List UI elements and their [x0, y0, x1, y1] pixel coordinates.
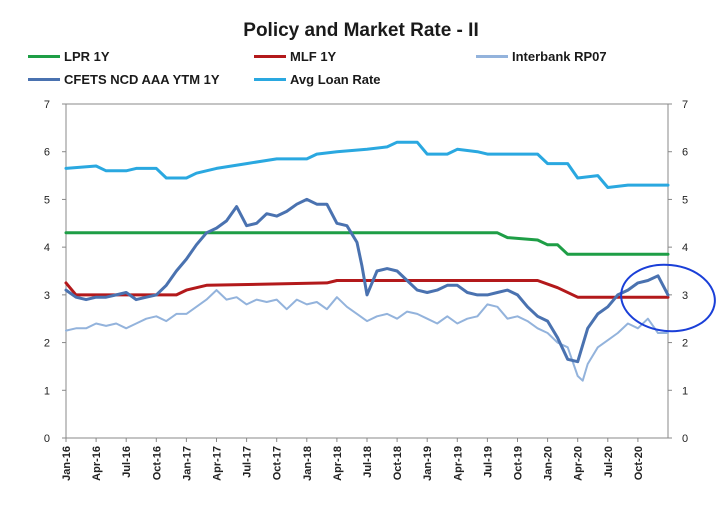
y-tick-label-right: 4 [682, 242, 688, 254]
x-tick-label: Apr-19 [452, 446, 464, 481]
legend-item-ncd: CFETS NCD AAA YTM 1Y [28, 72, 220, 87]
x-tick-label: Apr-20 [573, 446, 585, 481]
y-tick-label-left: 2 [44, 338, 50, 350]
chart-title: Policy and Market Rate - II [243, 20, 479, 41]
x-tick-label: Oct-17 [272, 446, 284, 480]
y-axis-right: 0 1 2 3 4 5 6 7 [668, 99, 688, 445]
x-tick-label: Oct-19 [513, 446, 525, 480]
legend-swatch-ncd [28, 78, 60, 81]
x-tick-label: Apr-16 [91, 446, 103, 481]
y-tick-label-left: 5 [44, 194, 50, 206]
x-tick-label: Apr-17 [212, 446, 224, 481]
y-tick-label-left: 4 [44, 242, 50, 254]
series-line-interbank-rp07 [65, 289, 669, 382]
x-tick-label: Oct-20 [633, 446, 645, 480]
legend-swatch-lpr [28, 55, 60, 58]
x-tick-label: Jan-19 [422, 446, 434, 481]
x-axis: Jan-16 Apr-16 Jul-16 Oct-16 Jan-17 Apr-17 Jul-… [61, 438, 645, 481]
x-tick-label: Oct-18 [392, 446, 404, 480]
y-tick-label-left: 0 [44, 433, 50, 445]
x-tick-label: Jan-18 [302, 446, 314, 481]
y-tick-label-left: 7 [44, 99, 50, 111]
annotation-circle [620, 263, 716, 333]
legend-label-ncd: CFETS NCD AAA YTM 1Y [64, 72, 220, 87]
legend-label-lpr: LPR 1Y [64, 49, 110, 64]
series-layer [64, 140, 670, 382]
legend-label-mlf: MLF 1Y [290, 49, 337, 64]
y-tick-label-left: 3 [44, 290, 50, 302]
y-tick-label-right: 3 [682, 290, 688, 302]
x-tick-label: Jan-20 [543, 446, 555, 481]
series-line-cfets-ncd-aaa-ytm-1y [64, 197, 670, 364]
series-line-mlf-1y [64, 279, 670, 299]
legend-label-rp07: Interbank RP07 [512, 49, 607, 64]
y-tick-label-right: 1 [682, 385, 688, 397]
x-tick-label: Jan-17 [181, 446, 193, 481]
x-tick-label: Jul-18 [362, 446, 374, 478]
y-tick-label-right: 2 [682, 338, 688, 350]
legend-item-loan: Avg Loan Rate [254, 72, 381, 87]
legend-item-lpr: LPR 1Y [28, 49, 110, 64]
y-tick-label-right: 6 [682, 147, 688, 159]
x-tick-label: Apr-18 [332, 446, 344, 481]
x-tick-label: Jul-16 [121, 446, 133, 478]
y-tick-label-left: 6 [44, 147, 50, 159]
legend-item-rp07: Interbank RP07 [476, 49, 607, 64]
x-tick-label: Jul-19 [482, 446, 494, 478]
y-tick-label-right: 7 [682, 99, 688, 111]
x-tick-label: Oct-16 [151, 446, 163, 480]
legend-item-mlf: MLF 1Y [254, 49, 336, 64]
x-tick-label: Jul-17 [242, 446, 254, 478]
plot-area-frame [65, 103, 669, 439]
legend-swatch-loan [254, 78, 286, 81]
legend-swatch-mlf [254, 55, 286, 58]
x-tick-label: Jul-20 [603, 446, 615, 478]
x-tick-label: Jan-16 [61, 446, 73, 481]
series-line-avg-loan-rate [64, 140, 670, 189]
legend-swatch-rp07 [476, 55, 508, 58]
y-tick-label-right: 0 [682, 433, 688, 445]
y-tick-label-left: 1 [44, 385, 50, 397]
y-tick-label-right: 5 [682, 194, 688, 206]
legend-label-loan: Avg Loan Rate [290, 72, 381, 87]
series-line-lpr-1y [64, 231, 670, 256]
y-axis-left: 0 1 2 3 4 5 6 7 [44, 99, 66, 445]
